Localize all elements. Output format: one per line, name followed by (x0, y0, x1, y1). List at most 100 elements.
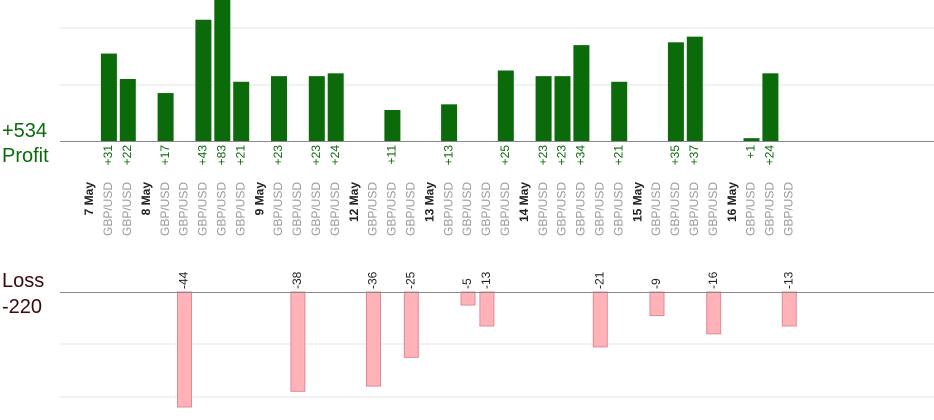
loss-bar (177, 291, 192, 408)
pair-label: GBP/USD (574, 182, 588, 236)
loss-value-label: -36 (366, 271, 380, 289)
pair-label: GBP/USD (403, 182, 417, 236)
loss-bar (366, 291, 381, 387)
profit-bar (327, 73, 344, 141)
loss-value-label: -13 (479, 271, 493, 289)
loss-bar (592, 291, 608, 348)
profit-bar (686, 36, 703, 141)
loss-value-label: -5 (460, 278, 474, 289)
profit-bar (497, 70, 514, 141)
profit-value-label: +17 (158, 145, 172, 166)
loss-bar (781, 291, 797, 327)
loss-total: -220 (2, 296, 43, 318)
profit-bar (384, 109, 401, 141)
profit-bar (441, 104, 458, 141)
date-label: 7 May (82, 182, 96, 216)
pair-label: GBP/USD (271, 182, 285, 236)
profit-value-label: +11 (385, 145, 399, 165)
loss-bar (290, 291, 306, 392)
pair-label: GBP/USD (177, 182, 191, 236)
profit-value-label: +24 (328, 145, 342, 166)
profit-bar (573, 45, 590, 142)
loss-value-label: -25 (403, 271, 417, 289)
pair-label: GBP/USD (309, 182, 323, 236)
profit-bar (743, 138, 760, 141)
pair-label: GBP/USD (120, 182, 134, 236)
profit-value-label: +21 (611, 145, 625, 166)
pair-label: GBP/USD (592, 182, 606, 236)
loss-value-label: -21 (592, 271, 606, 289)
pair-label: GBP/USD (498, 182, 512, 236)
pair-label: GBP/USD (649, 182, 663, 236)
pair-label: GBP/USD (233, 182, 247, 236)
pair-label: GBP/USD (687, 182, 701, 236)
profit-value-label: +23 (309, 145, 323, 166)
profit-bar (611, 81, 628, 141)
loss-value-label: -16 (706, 271, 720, 289)
profit-value-label: +35 (668, 145, 682, 166)
profit-value-label: +24 (763, 145, 777, 166)
loss-bar (479, 291, 495, 327)
loss-value-label: -13 (781, 271, 795, 289)
loss-value-label: -9 (649, 278, 663, 289)
profit-bar (554, 76, 571, 141)
profit-value-label: +13 (441, 145, 455, 166)
pair-label: GBP/USD (763, 182, 777, 236)
pair-label: GBP/USD (536, 182, 550, 236)
profit-bar (100, 53, 117, 141)
loss-bar (460, 291, 476, 306)
loss-value-label: -38 (290, 271, 304, 289)
pair-label: GBP/USD (101, 182, 115, 236)
profit-value-label: +21 (233, 145, 247, 166)
pair-label: GBP/USD (328, 182, 342, 236)
pair-label: GBP/USD (479, 182, 493, 236)
loss-label: Loss (2, 270, 45, 292)
pair-label: GBP/USD (460, 182, 474, 236)
pair-label: GBP/USD (611, 182, 625, 236)
profit-bar (535, 76, 552, 141)
profit-value-label: +25 (498, 145, 512, 166)
pair-label: GBP/USD (366, 182, 380, 236)
pair-label: GBP/USD (744, 182, 758, 236)
profit-bar (195, 19, 212, 142)
date-label: 16 May (725, 182, 739, 222)
profit-bar (308, 76, 325, 141)
pair-label: GBP/USD (781, 182, 795, 236)
loss-value-label: -44 (177, 271, 191, 289)
pair-label: GBP/USD (196, 182, 210, 236)
pair-label: GBP/USD (441, 182, 455, 236)
profit-label: Profit (2, 145, 49, 167)
date-label: 12 May (347, 182, 361, 222)
profit-bar (762, 73, 779, 141)
loss-bar (649, 291, 665, 317)
profit-value-label: +23 (536, 145, 550, 166)
pair-label: GBP/USD (214, 182, 228, 236)
date-label: 15 May (630, 182, 644, 222)
date-label: 13 May (422, 182, 436, 222)
profit-value-label: +22 (120, 145, 134, 166)
profit-value-label: +23 (271, 145, 285, 166)
profit-bar (271, 76, 287, 141)
profit-bar (214, 0, 231, 141)
profit-value-label: +43 (196, 145, 210, 166)
loss-bar (403, 291, 419, 358)
loss-bar (706, 291, 722, 335)
profit-bar (157, 93, 174, 141)
pair-label: GBP/USD (158, 182, 172, 236)
profit-bar (667, 42, 684, 141)
profit-total: +534 (2, 120, 48, 142)
date-label: 14 May (517, 182, 531, 222)
date-label: 8 May (139, 182, 153, 216)
pair-label: GBP/USD (555, 182, 569, 236)
profit-value-label: +34 (574, 145, 588, 166)
profit-bar (233, 81, 250, 141)
pair-label: GBP/USD (385, 182, 399, 236)
pair-label: GBP/USD (706, 182, 720, 236)
profit-value-label: +1 (744, 145, 758, 159)
pair-label: GBP/USD (290, 182, 304, 236)
date-label: 9 May (252, 182, 266, 216)
profit-value-label: +37 (687, 145, 701, 166)
profit-value-label: +31 (101, 145, 115, 166)
profit-bar (119, 78, 136, 141)
